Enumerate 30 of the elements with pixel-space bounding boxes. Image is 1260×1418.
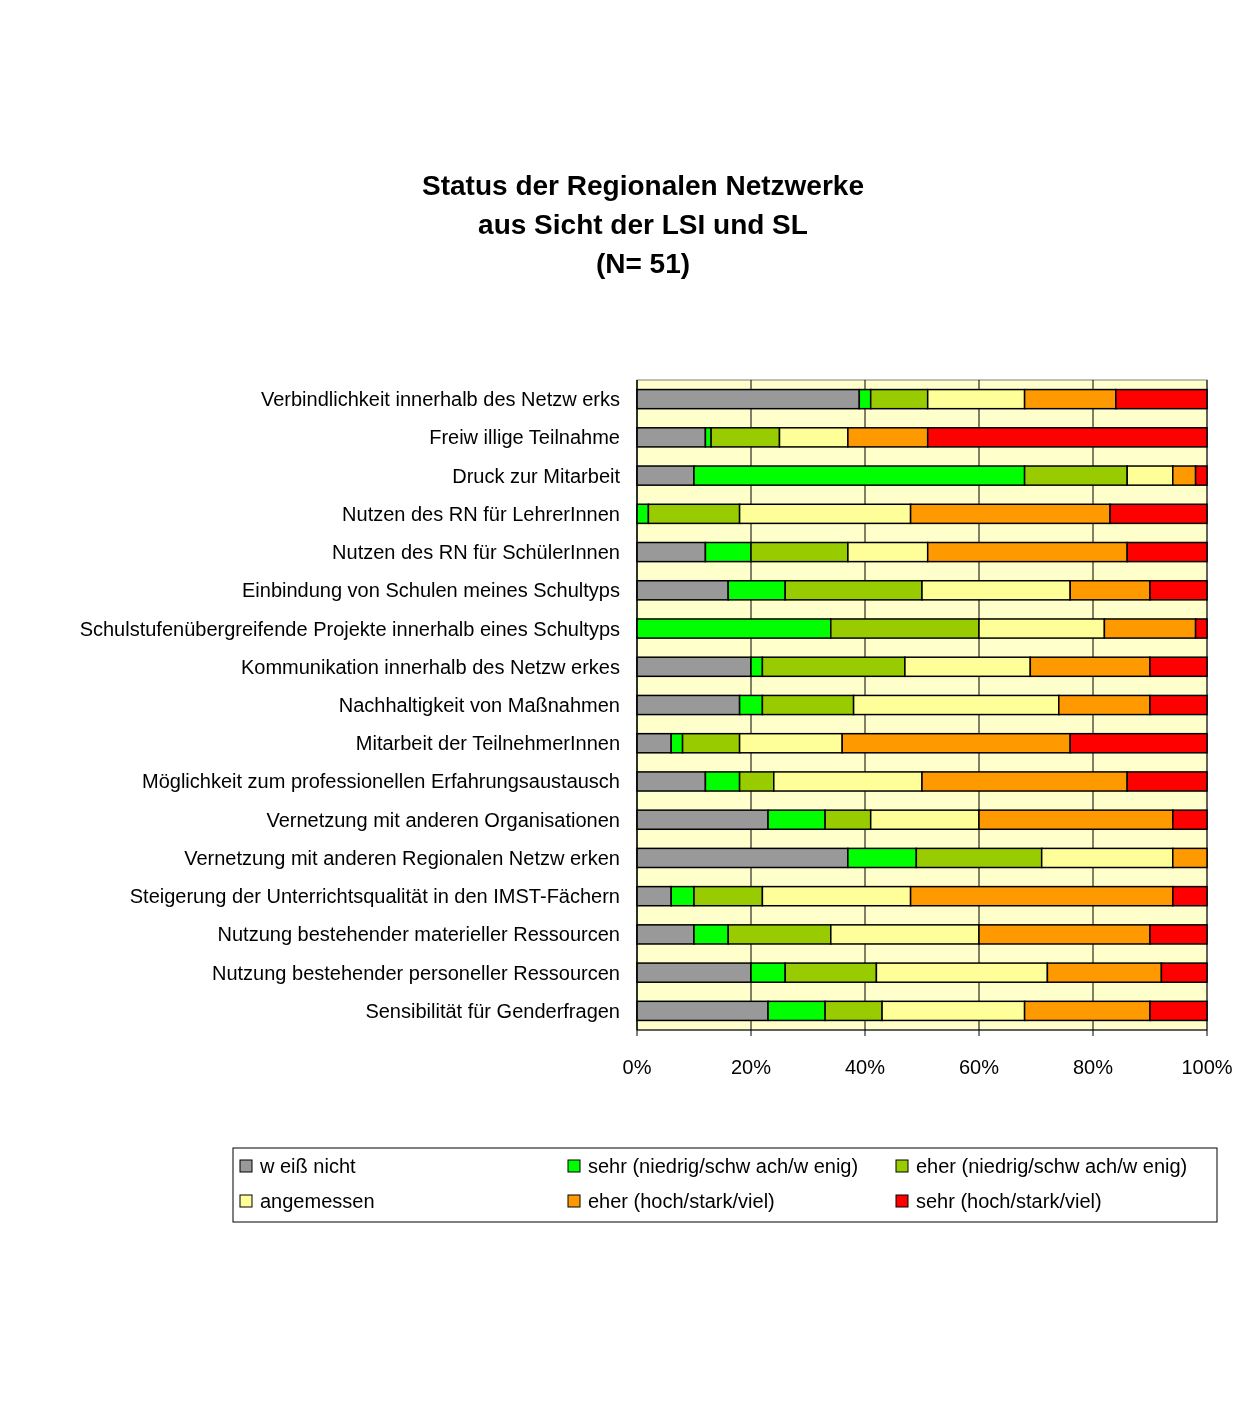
y-tick-label: Einbindung von Schulen meines Schultyps [241, 579, 620, 602]
legend-label: w eiß nicht [259, 1155, 357, 1177]
y-tick-label: Möglichkeit zum professionellen Erfahrungsaustausch [141, 770, 620, 793]
legend-label: sehr (niedrig/schw ach/w enig) [588, 1155, 859, 1177]
y-tick-label: Schulstufenübergreifende Projekte innerhalb eines Schultyps [79, 617, 620, 640]
y-tick-label: Kommunikation innerhalb des Netzw erkes [240, 655, 620, 678]
legend-label: eher (niedrig/schw ach/w enig) [916, 1155, 1188, 1177]
y-tick-label: Freiw illige Teilnahme [429, 426, 620, 449]
y-tick-label: Druck zur Mitarbeit [452, 464, 621, 487]
chart-title: Status der Regionalen Netzwerke aus Sicht der LSI und SL (N= 51) [422, 170, 864, 279]
x-tick-label: 40% [844, 1056, 886, 1078]
x-tick-label: 20% [730, 1056, 772, 1078]
legend-label: angemessen [260, 1190, 375, 1212]
y-tick-label: Nutzen des RN für SchülerInnen [332, 541, 620, 564]
x-tick-label: 100% [1181, 1056, 1233, 1078]
y-tick-label: Sensibilität für Genderfragen [365, 999, 620, 1022]
y-tick-label: Verbindlichkeit innerhalb des Netzw erks [260, 388, 620, 411]
y-tick-label: Vernetzung mit anderen Regionalen Netzw erken [184, 846, 620, 869]
y-tick-label: Nutzen des RN für LehrerInnen [342, 502, 620, 525]
x-tick-label: 60% [958, 1056, 1000, 1078]
y-tick-label: Nachhaltigkeit von Maßnahmen [338, 694, 620, 716]
y-tick-label: Steigerung der Unterrichtsqualität in den IMST-Fächern [129, 885, 620, 908]
x-tick-label: 80% [1072, 1056, 1114, 1078]
legend-label: eher (hoch/stark/viel) [588, 1190, 775, 1212]
y-tick-label: Nutzung bestehender materieller Ressourcen [217, 923, 620, 946]
y-tick-label: Nutzung bestehender personeller Ressourcen [211, 961, 620, 984]
x-tick-label: 0% [622, 1056, 652, 1078]
y-tick-label: Vernetzung mit anderen Organisationen [266, 808, 620, 831]
legend-label: sehr (hoch/stark/viel) [916, 1190, 1102, 1212]
y-tick-label: Mitarbeit der TeilnehmerInnen [355, 732, 620, 755]
